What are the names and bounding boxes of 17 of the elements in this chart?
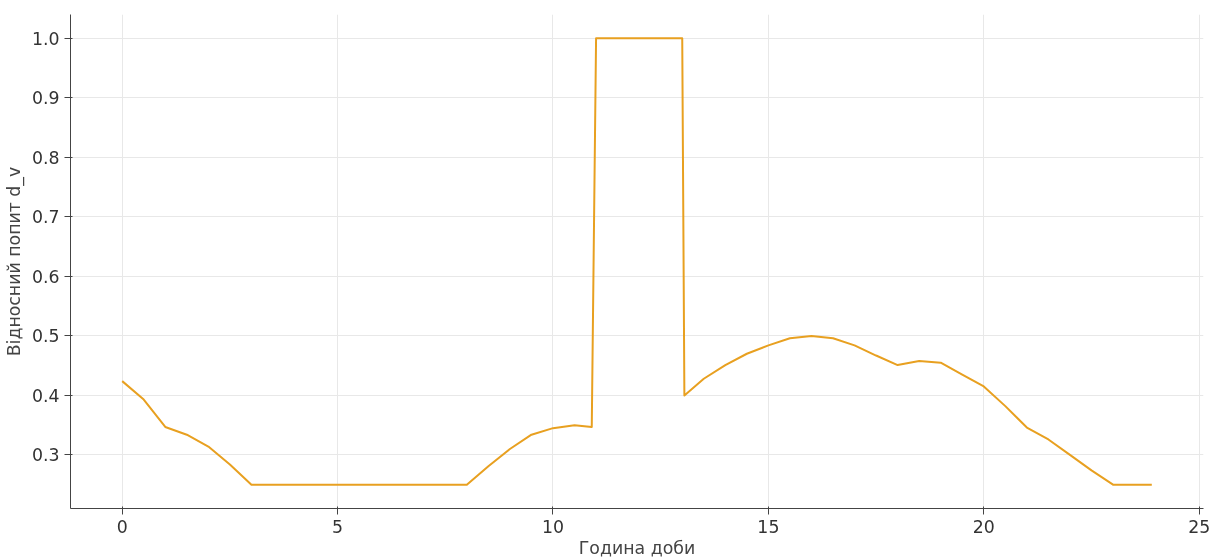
y-tick-label: 0.3	[31, 445, 60, 466]
line-series	[121, 37, 1153, 486]
y-axis-title: Відносний попит d_v	[3, 166, 25, 357]
y-tick-label: 1.0	[31, 28, 60, 49]
y-tick-label: 0.5	[31, 326, 60, 347]
x-tick-label: 15	[757, 516, 780, 537]
x-axis-title: Година доби	[578, 537, 696, 558]
x-tick-label: 10	[541, 516, 565, 537]
x-tick-label: 5	[332, 516, 344, 537]
y-tick-label: 0.4	[31, 385, 60, 406]
x-tick-label: 25	[1188, 516, 1211, 537]
x-tick-label: 0	[116, 516, 128, 537]
y-tick-label: 0.7	[31, 207, 60, 228]
y-tick-label: 0.8	[31, 147, 60, 168]
y-tick-label: 0.9	[31, 88, 60, 109]
x-tick-label: 20	[972, 516, 995, 537]
y-tick-label: 0.6	[31, 266, 60, 287]
